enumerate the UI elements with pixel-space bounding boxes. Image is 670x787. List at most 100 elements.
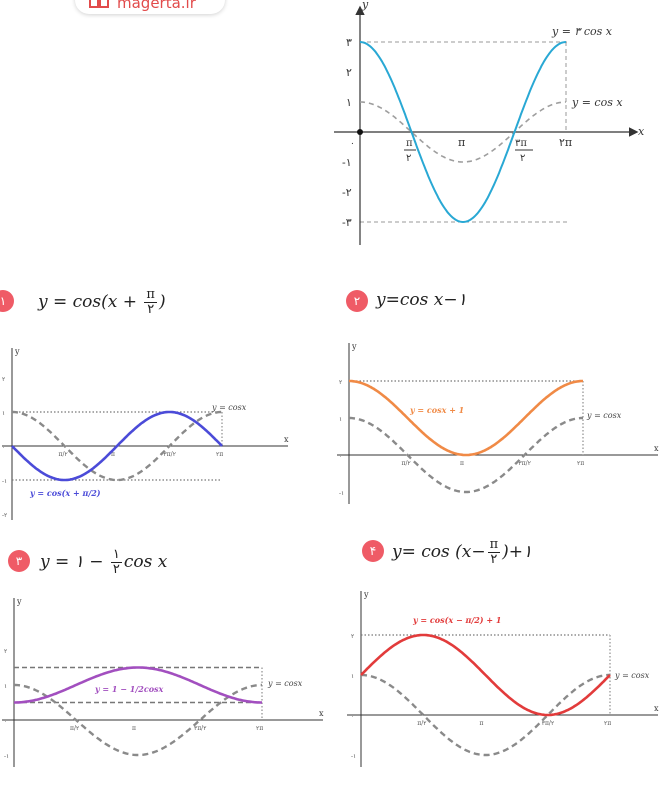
x-tick-label: π — [480, 720, 484, 727]
y-tick-neg2: -۲ — [342, 186, 352, 199]
y-tick-neg3: -۳ — [342, 216, 352, 229]
y-tick-2: ۲ — [346, 66, 352, 79]
brand-tab[interactable]: magerta.ir — [75, 0, 225, 14]
x-tick-pi: π — [458, 136, 465, 149]
x-tick-half-pi-den: ۲ — [406, 153, 411, 164]
panel-1-badge: ۱ — [0, 290, 14, 312]
y-tick-label: ۲ — [4, 648, 7, 655]
curve-label: y = cos(x − π/2) + 1 — [412, 615, 501, 625]
y-tick-label: -۲ — [2, 512, 7, 519]
base-label: y = cos x — [571, 96, 623, 109]
panel-1-graph: y x ۲ ۱ ۰ -۱ -۲ π/۲ π ۳π/۲ ۲π y = cos(x + π/2) y = c… — [2, 347, 289, 520]
book-icon — [89, 0, 109, 8]
y-axis-label: y — [363, 590, 369, 599]
base-label: y = cosx — [586, 411, 622, 420]
transformed-curve — [11, 410, 223, 482]
y-tick-label: ۰ — [351, 713, 354, 720]
y-tick-label: ۰ — [339, 453, 342, 460]
main-graph: y x ۳ ۲ ۱ ۰ -۱ -۲ -۳ π ۲ π ۳π ۲ ۲π y = ۳… — [334, 0, 645, 245]
x-tick-label: ۲π — [604, 720, 611, 727]
panel-4-equation: y= cos (x− π ۲)+۱ — [392, 538, 532, 567]
x-tick-label: ۳π/۲ — [194, 725, 206, 732]
x-tick-2pi: ۲π — [559, 136, 572, 149]
curve-label: y = cosx + 1 — [409, 405, 464, 415]
x-tick-label: ۲π — [216, 451, 223, 458]
y-tick-label: -۱ — [2, 478, 7, 485]
base-curve — [360, 101, 566, 163]
y-tick-3: ۳ — [346, 36, 352, 49]
y-tick-label: ۲ — [339, 379, 342, 386]
y-axis-label: y — [361, 0, 369, 11]
base-curve — [14, 683, 262, 757]
curve-label: y = 1 − 1/2cosx — [94, 684, 164, 694]
base-label: y = cosx — [614, 671, 650, 680]
x-axis-label: x — [654, 704, 659, 713]
panel-2-badge: ۲ — [346, 290, 368, 312]
x-tick-label: ۳π/۲ — [164, 451, 176, 458]
x-tick-label: π/۲ — [59, 451, 68, 458]
y-tick-label: ۱ — [351, 673, 354, 680]
site-name: magerta.ir — [117, 0, 196, 12]
x-tick-label: π — [132, 725, 136, 732]
y-tick-neg1: -۱ — [342, 156, 352, 169]
x-tick-label: ۲π — [577, 460, 584, 467]
panel-2-graph: y x ۲ ۱ ۰ -۱ π/۲ π ۳π/۲ ۲π y = cosx + 1 y = cosx — [337, 342, 659, 504]
panel-3-graph: y x ۲ ۱ ۰ -۱ π/۲ π ۳π/۲ ۲π y = 1 − 1/2cosx y = cosx — [2, 597, 324, 767]
y-tick-label: -۱ — [351, 753, 356, 760]
x-axis-label: x — [319, 709, 324, 718]
y-axis-label: y — [351, 342, 357, 351]
y-axis-label: y — [16, 597, 22, 606]
panel-4-badge: ۴ — [362, 540, 384, 562]
x-axis-label: x — [654, 444, 659, 453]
y-tick-label: ۱ — [4, 683, 7, 690]
base-label: y = cosx — [267, 679, 303, 688]
x-axis-label: x — [284, 435, 289, 444]
x-tick-half-pi-num: π — [406, 138, 413, 149]
x-tick-3half-pi-den: ۲ — [520, 153, 525, 164]
y-tick-label: ۱ — [339, 416, 342, 423]
panel-2-equation: y=cos x−۱ — [376, 290, 467, 310]
panel-1-equation: y = cos(x + π ۲) — [38, 288, 166, 317]
x-tick-label: π/۲ — [402, 460, 411, 467]
transformed-curve — [14, 666, 262, 704]
eq-part: y = ۱ − — [40, 552, 109, 572]
y-tick-label: ۱ — [2, 410, 5, 417]
curve-label: y = ۳ cos x — [551, 25, 613, 38]
base-curve — [361, 673, 610, 757]
y-tick-label: -۱ — [4, 753, 9, 760]
origin-point — [357, 129, 363, 135]
y-tick-label: ۲ — [2, 376, 5, 383]
base-curve — [349, 416, 583, 494]
panel-3-badge: ۳ — [8, 550, 30, 572]
panel-4-graph: y x ۲ ۱ ۰ -۱ π/۲ π ۳π/۲ ۲π y = cos(x − π/2) + 1 y =… — [347, 590, 659, 767]
x-axis-label: x — [638, 125, 645, 138]
eq-part: )+۱ — [502, 542, 533, 562]
y-tick-label: ۰ — [2, 444, 5, 451]
x-tick-label: ۳π/۲ — [519, 460, 531, 467]
y-tick-0: ۰ — [350, 139, 355, 149]
main-curve — [359, 41, 567, 224]
y-tick-label: -۱ — [339, 490, 344, 497]
y-tick-label: ۲ — [351, 633, 354, 640]
x-tick-label: π/۲ — [70, 725, 79, 732]
panel-3-equation: y = ۱ − ۱ ۲ cos x — [40, 548, 167, 577]
base-label: y = cosx — [211, 403, 247, 412]
x-tick-label: π — [111, 451, 115, 458]
x-tick-label: ۳π/۲ — [542, 720, 554, 727]
y-tick-label: ۰ — [4, 718, 7, 725]
x-tick-label: ۲π — [256, 725, 263, 732]
x-tick-label: π — [460, 460, 464, 467]
transformed-curve — [360, 633, 611, 717]
eq-part: y = cos(x + — [38, 292, 143, 312]
x-tick-3half-pi-num: ۳π — [515, 138, 527, 149]
curve-label: y = cos(x + π/2) — [29, 488, 101, 498]
eq-part: y= cos (x− — [392, 542, 486, 562]
y-tick-1: ۱ — [346, 96, 352, 109]
y-axis-label: y — [14, 347, 20, 356]
transformed-curve — [349, 379, 583, 457]
eq-part: cos x — [123, 552, 168, 572]
eq-part: ) — [158, 292, 166, 312]
